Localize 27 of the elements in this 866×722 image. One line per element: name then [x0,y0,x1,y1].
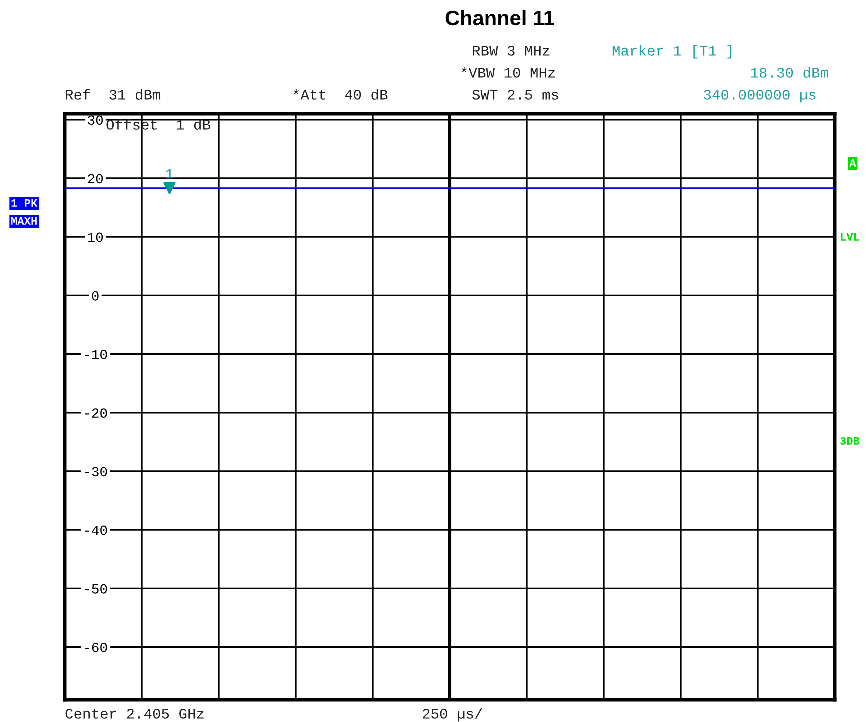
text: 250 µs/ [423,708,482,722]
text: A [850,160,856,167]
y-tick-label: 30 [88,116,104,126]
y-tick-label: 0 [92,291,99,301]
text: LVL [841,234,860,241]
chart-title: Channel 11 [446,10,554,26]
y-tick-label: -60 [85,643,108,652]
y-tick-label: -10 [85,350,108,360]
text: 3DB [840,437,860,445]
y-tick-label: -20 [85,408,108,418]
text: 1 PK [12,200,38,207]
text: *VBW 10 MHz [462,67,556,78]
text: RBW 3 MHz [473,46,550,56]
text: *Att 40 dB [294,89,388,100]
y-tick-label: -40 [85,526,108,536]
text: Center 2.405 GHz [66,709,204,719]
text: 340.000000 µs [704,90,816,103]
y-tick-label: -30 [85,467,108,477]
y-tick-label: -50 [85,584,108,594]
text: Ref 31 dBm [66,89,161,100]
text: MAXH [12,218,37,225]
y-tick-label: 20 [88,174,104,184]
series-label: 1 [166,169,174,179]
text: 18.30 dBm [751,67,828,78]
text: Marker 1 [T1 ] [612,45,732,59]
y-tick-label: 10 [88,232,104,242]
text: SWT 2.5 ms [472,90,558,100]
